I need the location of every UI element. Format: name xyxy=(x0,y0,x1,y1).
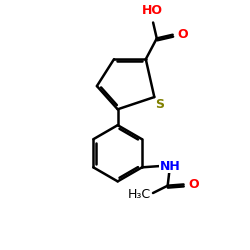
Text: HO: HO xyxy=(142,4,163,17)
Text: NH: NH xyxy=(160,160,180,172)
Text: H₃C: H₃C xyxy=(128,188,151,201)
Text: O: O xyxy=(188,178,198,191)
Text: O: O xyxy=(177,28,188,41)
Text: S: S xyxy=(156,98,164,111)
